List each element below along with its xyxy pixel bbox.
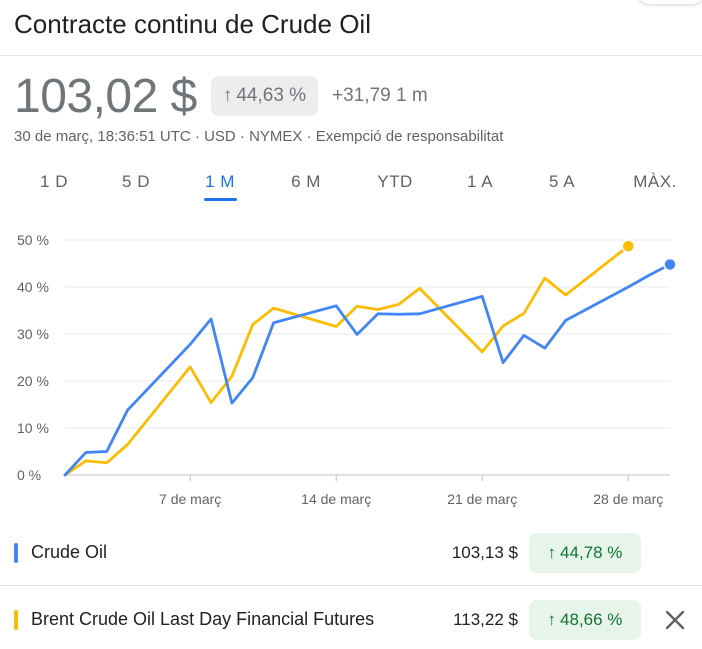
y-tick-label: 30 % bbox=[17, 326, 49, 342]
legend-name: Crude Oil bbox=[31, 542, 108, 562]
x-tick-label: 14 de març bbox=[301, 491, 371, 507]
series-end-point bbox=[621, 239, 636, 253]
y-tick-label: 50 % bbox=[17, 232, 49, 248]
y-tick-label: 20 % bbox=[17, 373, 49, 389]
legend-row-crude-oil[interactable]: Crude Oil 103,13 $ ↑ 44,78 % bbox=[0, 521, 702, 585]
legend-swatch bbox=[14, 610, 18, 630]
legend-swatch bbox=[14, 543, 18, 563]
y-tick-label: 0 % bbox=[17, 467, 41, 483]
tab-6m[interactable]: 6 M bbox=[291, 172, 321, 191]
price-chart[interactable]: 0 % 10 % 20 % 30 % 40 % 50 % 7 de març 14 de ma… bbox=[0, 218, 702, 518]
tab-5d[interactable]: 5 D bbox=[122, 172, 150, 191]
quote-summary: 103,02 $ ↑ 44,63 % +31,79 1 m bbox=[14, 68, 428, 124]
percent-change-badge: ↑ 44,63 % bbox=[210, 76, 319, 116]
x-tick-label: 21 de març bbox=[447, 491, 517, 507]
arrow-up-icon: ↑ bbox=[547, 610, 557, 629]
current-price: 103,02 $ bbox=[14, 69, 197, 123]
y-tick-label: 40 % bbox=[17, 279, 49, 295]
quote-meta: 30 de març, 18:36:51 UTC · USD · NYMEX ·… bbox=[14, 128, 504, 145]
legend-change-value: 48,66 % bbox=[560, 610, 623, 629]
x-tick-label: 7 de març bbox=[159, 491, 221, 507]
legend-change-value: 44,78 % bbox=[560, 543, 623, 562]
legend-price: 103,13 $ bbox=[451, 543, 518, 562]
active-tab-indicator bbox=[204, 198, 237, 201]
absolute-change: +31,79 1 m bbox=[332, 85, 428, 106]
series-line bbox=[63, 263, 672, 477]
page-title: Contracte continu de Crude Oil bbox=[14, 9, 371, 39]
tab-1a[interactable]: 1 A bbox=[466, 172, 494, 191]
top-corner-decoration bbox=[636, 0, 702, 4]
legend-row-brent[interactable]: Brent Crude Oil Last Day Financial Futur… bbox=[0, 586, 702, 649]
y-tick-label: 10 % bbox=[17, 420, 49, 436]
title-divider bbox=[0, 55, 702, 56]
close-icon[interactable] bbox=[662, 607, 688, 633]
arrow-up-icon: ↑ bbox=[222, 85, 233, 106]
tab-1m[interactable]: 1 M bbox=[205, 172, 235, 191]
tab-max[interactable]: MÀX. bbox=[633, 172, 677, 191]
percent-change-value: 44,63 % bbox=[236, 85, 307, 106]
legend-divider bbox=[0, 585, 702, 586]
series-line bbox=[63, 244, 630, 477]
legend-change-badge: ↑ 44,78 % bbox=[529, 533, 641, 573]
legend-change-badge: ↑ 48,66 % bbox=[529, 600, 641, 640]
tab-ytd[interactable]: YTD bbox=[377, 172, 413, 191]
series-end-point bbox=[663, 257, 677, 272]
legend-price: 113,22 $ bbox=[453, 610, 518, 629]
tab-5a[interactable]: 5 A bbox=[548, 172, 576, 191]
arrow-up-icon: ↑ bbox=[547, 543, 557, 562]
tab-1d[interactable]: 1 D bbox=[40, 172, 68, 191]
range-tabs: 1 D 5 D 1 M 6 M YTD 1 A 5 A MÀX. bbox=[0, 172, 702, 202]
x-tick-label: 28 de març bbox=[593, 491, 663, 507]
legend-name: Brent Crude Oil Last Day Financial Futur… bbox=[31, 609, 375, 629]
